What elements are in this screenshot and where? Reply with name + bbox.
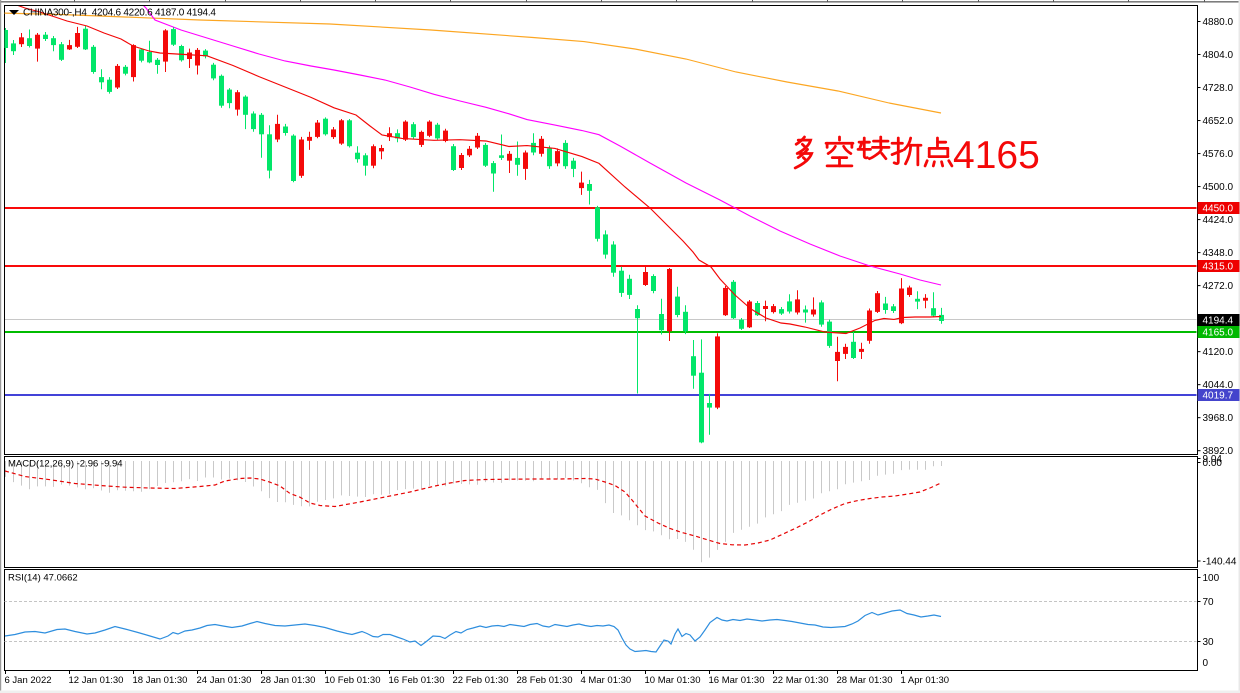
svg-text:4348.0: 4348.0	[1203, 248, 1234, 259]
svg-text:4576.0: 4576.0	[1203, 149, 1234, 160]
svg-text:4728.0: 4728.0	[1203, 83, 1234, 94]
svg-text:4120.0: 4120.0	[1203, 347, 1234, 358]
svg-text:70: 70	[1203, 597, 1215, 608]
svg-text:4019.7: 4019.7	[1203, 391, 1234, 402]
svg-text:MACD(12,26,9) -2.96 -9.94: MACD(12,26,9) -2.96 -9.94	[8, 459, 123, 470]
svg-text:4804.0: 4804.0	[1203, 50, 1234, 61]
svg-text:4044.0: 4044.0	[1203, 380, 1234, 391]
svg-text:4165: 4165	[953, 134, 1040, 177]
svg-text:16 Mar 01:30: 16 Mar 01:30	[709, 675, 765, 686]
svg-text:1 Apr 01:30: 1 Apr 01:30	[901, 675, 950, 686]
svg-text:4450.0: 4450.0	[1203, 204, 1234, 215]
svg-text:0.00: 0.00	[1203, 458, 1223, 469]
svg-text:28 Mar 01:30: 28 Mar 01:30	[837, 675, 893, 686]
svg-text:4652.0: 4652.0	[1203, 116, 1234, 127]
svg-text:24 Jan 01:30: 24 Jan 01:30	[197, 675, 252, 686]
svg-text:RSI(14) 47.0662: RSI(14) 47.0662	[8, 573, 78, 584]
svg-text:10 Mar 01:30: 10 Mar 01:30	[645, 675, 701, 686]
svg-text:100: 100	[1203, 573, 1220, 584]
svg-text:4272.0: 4272.0	[1203, 281, 1234, 292]
svg-text:18 Jan 01:30: 18 Jan 01:30	[133, 675, 188, 686]
svg-text:3968.0: 3968.0	[1203, 413, 1234, 424]
svg-text:4500.0: 4500.0	[1203, 182, 1234, 193]
svg-text:6 Jan 2022: 6 Jan 2022	[5, 675, 52, 686]
svg-text:CHINA300-,H4 4204.6 4220.6 41: CHINA300-,H4 4204.6 4220.6 4187.0 4194.4	[23, 8, 216, 19]
svg-text:9.04: 9.04	[1203, 454, 1223, 465]
svg-text:22 Feb 01:30: 22 Feb 01:30	[453, 675, 509, 686]
svg-text:22 Mar 01:30: 22 Mar 01:30	[773, 675, 829, 686]
svg-text:28 Jan 01:30: 28 Jan 01:30	[261, 675, 316, 686]
svg-text:-140.44: -140.44	[1203, 557, 1237, 568]
svg-text:28 Feb 01:30: 28 Feb 01:30	[517, 675, 573, 686]
svg-text:4424.0: 4424.0	[1203, 215, 1234, 226]
svg-text:4194.4: 4194.4	[1203, 316, 1234, 327]
svg-text:3892.0: 3892.0	[1203, 446, 1234, 457]
svg-text:4165.0: 4165.0	[1203, 328, 1234, 339]
svg-text:12 Jan 01:30: 12 Jan 01:30	[69, 675, 124, 686]
svg-text:4315.0: 4315.0	[1203, 262, 1234, 273]
svg-text:4 Mar 01:30: 4 Mar 01:30	[581, 675, 632, 686]
svg-text:4880.0: 4880.0	[1203, 17, 1234, 28]
svg-text:0: 0	[1203, 658, 1209, 669]
svg-text:30: 30	[1203, 637, 1215, 648]
svg-text:16 Feb 01:30: 16 Feb 01:30	[389, 675, 445, 686]
svg-text:10 Feb 01:30: 10 Feb 01:30	[325, 675, 381, 686]
